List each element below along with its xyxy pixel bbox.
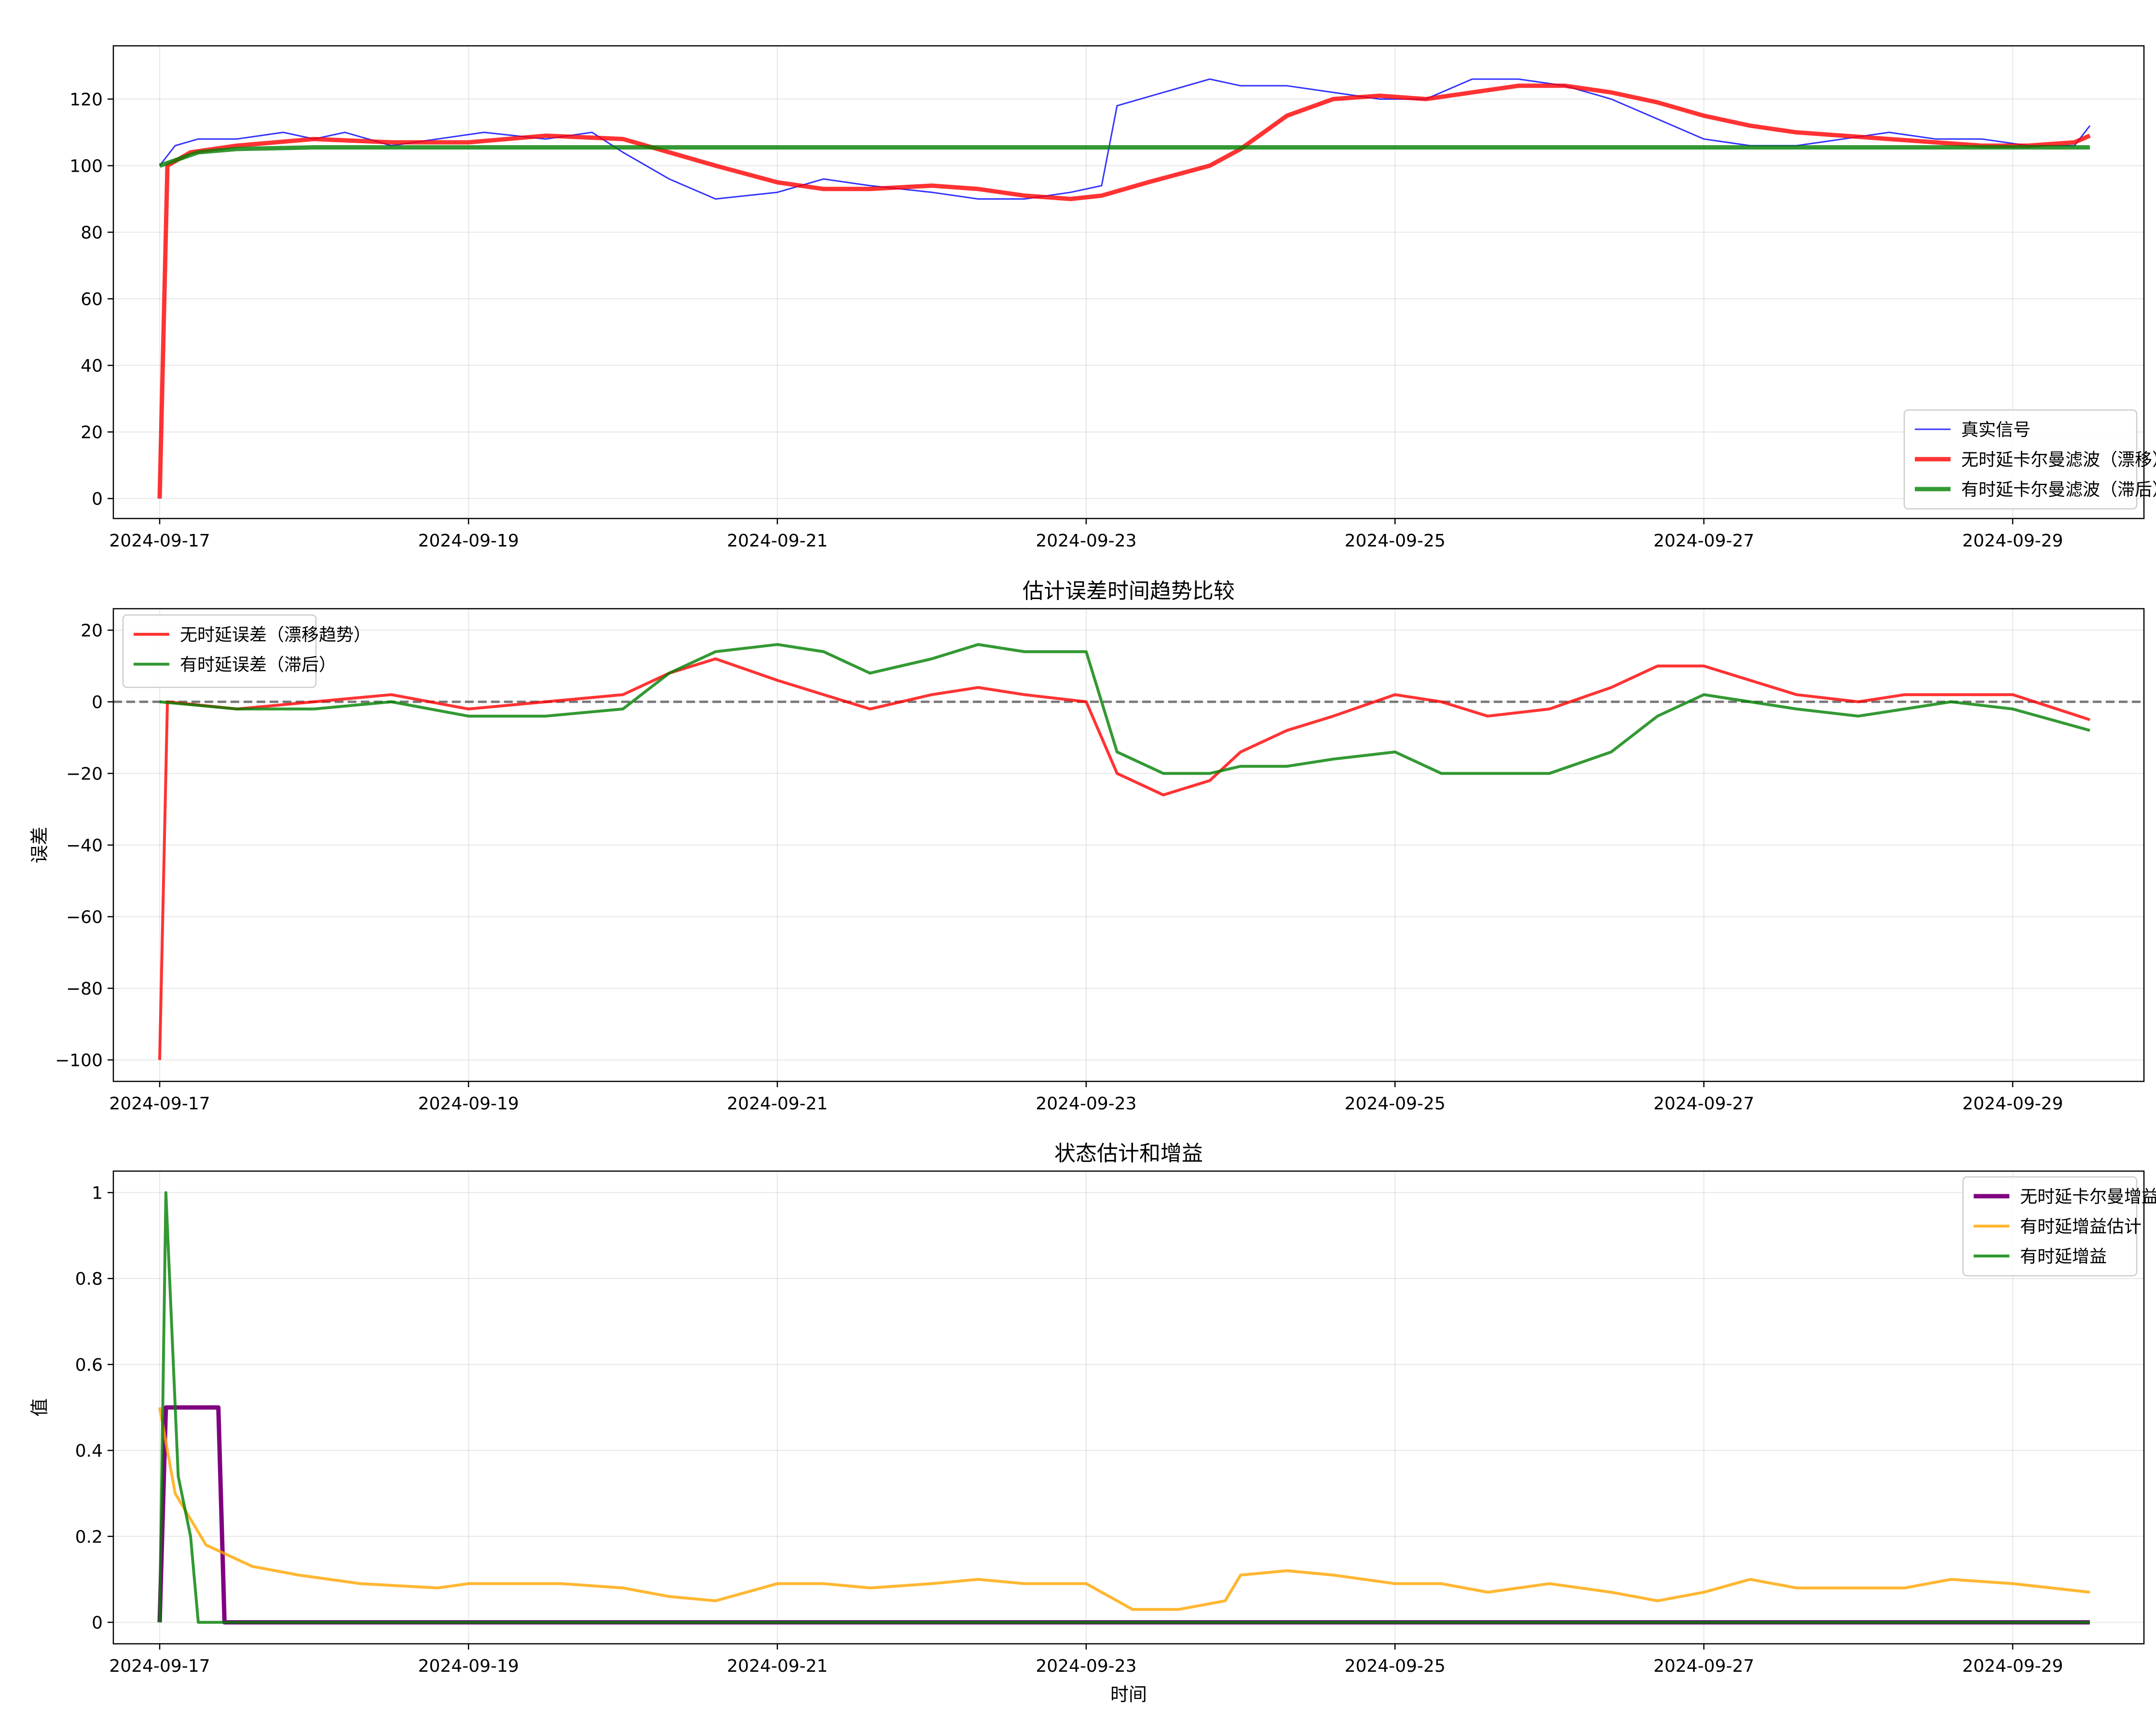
series-line-1 [159,78,2091,200]
legend-entry-1: 无时延误差（漂移趋势） [180,625,371,645]
y-tick-label: 60 [81,290,103,310]
series-line-2 [157,83,2091,499]
y-tick-label: 0.8 [75,1270,103,1289]
y-tick-label: −40 [66,836,103,856]
y-tick-label: 40 [81,356,103,376]
y-tick-label: 0.4 [75,1441,103,1461]
x-tick-label: 2024-09-27 [1653,531,1754,551]
y-tick-label: 0 [92,693,103,712]
y-tick-label: 0 [92,490,103,509]
x-tick-label: 2024-09-17 [109,531,210,551]
chart-title: 状态估计和增益 [1054,1141,1203,1166]
legend-entry-3: 有时延增益 [2020,1247,2107,1267]
y-tick-label: 0 [92,1613,103,1633]
x-tick-label: 2024-09-27 [1653,1094,1754,1114]
x-tick-label: 2024-09-25 [1345,1094,1446,1114]
series-line-2 [159,643,2090,775]
x-tick-label: 2024-09-23 [1036,1656,1136,1676]
x-tick-label: 2024-09-29 [1962,1656,2063,1676]
y-tick-label: 0.6 [75,1355,103,1375]
chart-panel-2: 2024-09-17 2024-09-19 2024-09-21 2024-09-23… [29,579,2145,1114]
y-tick-label: 100 [69,156,103,176]
chart-title: 估计误差时间趋势比较 [1023,579,1235,603]
x-tick-label: 2024-09-21 [727,531,828,551]
legend: 无时延误差（漂移趋势） 有时延误差（滞后） [122,614,371,688]
chart-panel-1: 2024-09-17 2024-09-19 2024-09-21 2024-09-23… [69,45,2156,551]
legend-entry-2: 无时延卡尔曼滤波（漂移） [1961,450,2156,470]
y-tick-label: −60 [66,907,103,927]
x-tick-label: 2024-09-17 [109,1656,210,1676]
y-tick-label: −20 [66,764,103,784]
y-tick-label: −100 [55,1051,103,1070]
legend-entry-2: 有时延增益估计 [2020,1217,2142,1237]
legend-box [1903,409,2138,510]
series-line-1 [158,657,2090,1060]
x-tick-label: 2024-09-25 [1345,531,1446,551]
series-line-3 [159,145,2090,168]
x-tick-label: 2024-09-29 [1962,531,2063,551]
y-tick-label: 20 [81,621,103,641]
y-tick-label: −80 [66,979,103,999]
legend-entry-2: 有时延误差（滞后） [180,655,336,675]
y-tick-label: 20 [81,423,103,443]
x-tick-label: 2024-09-19 [418,1656,519,1676]
y-tick-label: 120 [69,90,103,109]
y-axis-label: 误差 [29,827,50,863]
legend-entry-1: 无时延卡尔曼增益 [2020,1187,2156,1207]
series-line-3 [158,1191,2090,1624]
series-line-1 [157,1405,2090,1624]
x-tick-label: 2024-09-19 [418,1094,519,1114]
x-tick-label: 2024-09-17 [109,1094,210,1114]
axes-frame [112,45,2145,519]
x-tick-label: 2024-09-21 [727,1094,828,1114]
y-tick-label: 80 [81,223,103,243]
x-tick-label: 2024-09-19 [418,531,519,551]
x-tick-label: 2024-09-29 [1962,1094,2063,1114]
y-tick-label: 0.2 [75,1527,103,1547]
x-tick-label: 2024-09-27 [1653,1656,1754,1676]
x-axis-label: 时间 [1110,1684,1147,1705]
x-tick-label: 2024-09-23 [1036,531,1136,551]
y-axis-label: 值 [29,1398,50,1417]
legend-entry-3: 有时延卡尔曼滤波（滞后） [1961,480,2156,500]
chart-panel-3: 2024-09-17 2024-09-19 2024-09-21 2024-09-23… [29,1141,2156,1705]
legend-box [1962,1176,2138,1277]
legend-entry-1: 真实信号 [1961,420,2031,440]
x-tick-label: 2024-09-23 [1036,1094,1136,1114]
x-tick-label: 2024-09-21 [727,1656,828,1676]
axes-frame [112,1170,2145,1645]
legend-box [122,614,317,688]
y-tick-label: 1 [92,1184,103,1203]
x-tick-label: 2024-09-25 [1345,1656,1446,1676]
series-line-2 [158,1407,2090,1611]
